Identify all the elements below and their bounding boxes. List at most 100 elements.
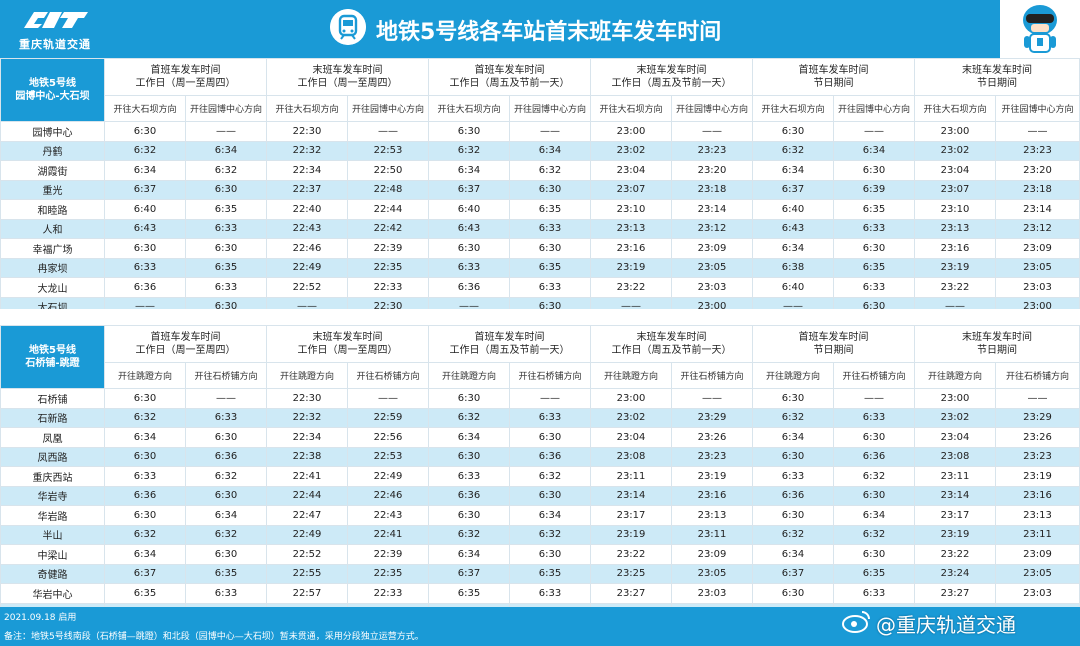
time-cell: 23:16 [995, 485, 1080, 506]
time-cell: 22:55 [266, 563, 348, 584]
line-label: 地铁5号线 石桥铺-跳蹬 [0, 325, 105, 389]
time-cell: 6:35 [509, 199, 591, 220]
time-cell: 6:43 [752, 218, 834, 239]
time-cell: 22:59 [347, 407, 429, 428]
time-cell: 23:14 [995, 199, 1080, 220]
group-header: 首班车发车时间 节日期间 [752, 325, 915, 363]
time-cell: 6:37 [428, 179, 510, 200]
time-cell: 22:52 [266, 544, 348, 565]
time-cell: 6:32 [185, 524, 267, 545]
time-cell: 23:19 [914, 524, 996, 545]
time-cell: 6:34 [428, 160, 510, 181]
time-cell: 23:09 [995, 238, 1080, 259]
time-cell: 22:46 [266, 238, 348, 259]
time-cell: 23:20 [995, 160, 1080, 181]
time-cell: 6:30 [509, 544, 591, 565]
time-cell: 6:33 [509, 407, 591, 428]
direction-header: 开往跳蹬方向 [914, 362, 996, 389]
time-cell: 6:30 [185, 427, 267, 448]
group-header: 首班车发车时间 工作日（周一至周四） [104, 325, 267, 363]
time-cell: 6:33 [833, 277, 915, 298]
time-cell: 6:34 [752, 160, 834, 181]
time-cell: 6:36 [428, 277, 510, 298]
time-cell: 22:37 [266, 179, 348, 200]
time-cell: 6:34 [509, 140, 591, 161]
time-cell: 6:34 [752, 238, 834, 259]
time-cell: 6:37 [752, 179, 834, 200]
time-cell: 6:33 [509, 277, 591, 298]
group-header: 末班车发车时间 工作日（周五及节前一天） [590, 58, 753, 96]
time-cell: 6:35 [833, 257, 915, 278]
time-cell: 23:23 [671, 140, 753, 161]
time-cell: 6:30 [833, 485, 915, 506]
time-cell: 6:30 [104, 505, 186, 526]
table-row: 重光 6:37 6:30 22:37 22:48 6:37 6:30 23:07 23:18 6:… [0, 179, 1080, 200]
line-label: 地铁5号线 园博中心-大石坝 [0, 58, 105, 122]
time-cell: 6:33 [185, 277, 267, 298]
time-cell: 6:33 [833, 407, 915, 428]
time-cell: 23:10 [914, 199, 996, 220]
time-cell: 6:30 [185, 544, 267, 565]
time-cell: 6:34 [752, 427, 834, 448]
time-cell: 22:49 [266, 257, 348, 278]
time-cell: 6:30 [428, 388, 510, 409]
time-cell: 23:07 [914, 179, 996, 200]
direction-header: 开往跳蹬方向 [428, 362, 510, 389]
time-cell: 22:41 [347, 524, 429, 545]
direction-header: 开往跳蹬方向 [104, 362, 186, 389]
time-cell: 6:30 [752, 505, 834, 526]
time-cell: 6:30 [185, 238, 267, 259]
station-name: 华岩路 [0, 505, 105, 526]
time-cell: 6:30 [509, 485, 591, 506]
time-cell: 6:35 [185, 199, 267, 220]
time-cell: 23:04 [590, 160, 672, 181]
time-cell: 6:40 [428, 199, 510, 220]
timetable-north: 地铁5号线 园博中心-大石坝 首班车发车时间 工作日（周一至周四） 末班车发车时间工… [0, 58, 1080, 317]
time-cell: 6:32 [752, 407, 834, 428]
time-cell: 23:02 [914, 140, 996, 161]
time-cell: 23:07 [590, 179, 672, 200]
time-cell: 6:37 [752, 563, 834, 584]
time-cell: 6:32 [509, 160, 591, 181]
time-cell: 6:30 [752, 583, 834, 604]
title-wrap: 地铁5号线各车站首末班车发车时间 [330, 8, 760, 48]
time-cell: 6:35 [428, 583, 510, 604]
table-row: 丹鹤 6:32 6:34 22:32 22:53 6:32 6:34 23:02 23:23 6:… [0, 140, 1080, 161]
station-name: 和睦路 [0, 199, 105, 220]
time-cell: 6:32 [104, 407, 186, 428]
time-cell: 23:00 [914, 388, 996, 409]
mascot-icon [1023, 5, 1057, 53]
direction-header: 开往跳蹬方向 [590, 362, 672, 389]
time-cell: 22:49 [347, 466, 429, 487]
logo: 重庆轨道交通 [10, 6, 100, 52]
time-cell: 6:34 [185, 140, 267, 161]
time-cell: 6:40 [752, 277, 834, 298]
time-cell: 22:30 [266, 121, 348, 142]
time-cell: 23:22 [914, 544, 996, 565]
time-cell: 23:11 [914, 466, 996, 487]
time-cell: 6:34 [185, 505, 267, 526]
time-cell: —— [509, 121, 591, 142]
group-header: 末班车发车时间 工作日（周五及节前一天） [590, 325, 753, 363]
table-row: 湖霞街 6:34 6:32 22:34 22:50 6:34 6:32 23:04 23:20 6… [0, 160, 1080, 181]
direction-header: 开往石桥铺方向 [347, 362, 429, 389]
weibo-handle: @重庆轨道交通 [876, 613, 1016, 637]
table-row: 半山 6:32 6:32 22:49 22:41 6:32 6:32 23:19 23:11 6:… [0, 524, 1080, 545]
time-cell: 6:32 [752, 524, 834, 545]
section-south: 地铁5号线 石桥铺-跳蹬 首班车发车时间 工作日（周一至周四） 末班车发车时间 工作日… [0, 325, 1080, 623]
time-cell: 6:35 [833, 563, 915, 584]
station-name: 幸福广场 [0, 238, 105, 259]
time-cell: 23:16 [914, 238, 996, 259]
table-row: 中梁山 6:34 6:30 22:52 22:39 6:34 6:30 23:22 23:09 6… [0, 544, 1080, 565]
time-cell: 6:37 [104, 563, 186, 584]
time-cell: 6:30 [185, 179, 267, 200]
time-cell: 6:35 [104, 583, 186, 604]
time-cell: 23:05 [995, 257, 1080, 278]
time-cell: 6:30 [104, 446, 186, 467]
section-north: 地铁5号线 园博中心-大石坝 首班车发车时间 工作日（周一至周四） 末班车发车时间工… [0, 58, 1080, 317]
direction-header: 开往跳蹬方向 [752, 362, 834, 389]
time-cell: 22:34 [266, 160, 348, 181]
station-name: 重光 [0, 179, 105, 200]
time-cell: —— [671, 121, 753, 142]
weibo-watermark: @重庆轨道交通 [842, 603, 1078, 639]
